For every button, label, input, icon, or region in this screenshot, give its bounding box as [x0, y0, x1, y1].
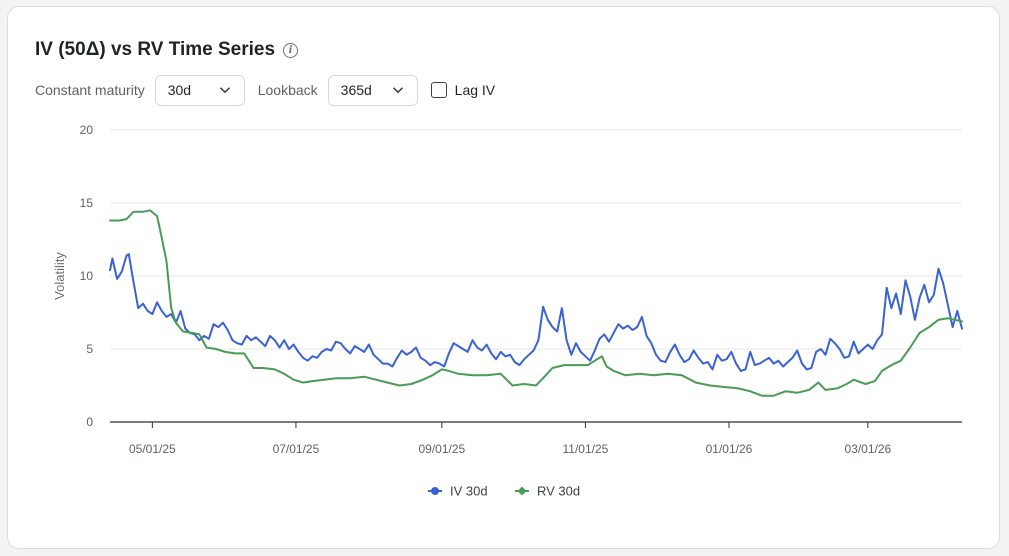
legend-label: RV 30d	[537, 484, 580, 499]
chart-card: IV (50Δ) vs RV Time Series i Constant ma…	[7, 6, 1000, 549]
lag-iv-checkbox[interactable]	[430, 82, 447, 98]
lag-iv-toggle[interactable]: Lag IV	[430, 82, 496, 98]
y-tick-label: 10	[80, 269, 94, 283]
x-tick-label: 07/01/25	[273, 442, 320, 456]
series-line-iv-30d	[109, 253, 963, 372]
legend-marker-diamond	[517, 486, 527, 496]
info-icon[interactable]: i	[283, 42, 299, 58]
title-row: IV (50Δ) vs RV Time Series i	[35, 39, 299, 61]
chart-title: IV (50Δ) vs RV Time Series	[35, 39, 276, 60]
lookback-select[interactable]: 365d	[327, 74, 418, 106]
x-tick-label: 11/01/25	[563, 442, 609, 456]
x-tick-label: 09/01/25	[418, 442, 465, 456]
chevron-down-icon	[219, 87, 230, 94]
x-tick-label: 01/01/26	[706, 442, 753, 456]
lag-iv-label: Lag IV	[454, 82, 496, 98]
y-tick-label: 5	[86, 342, 93, 356]
constant-maturity-value: 30d	[167, 82, 192, 98]
y-tick-label: 0	[86, 415, 93, 429]
lookback-label: Lookback	[257, 82, 318, 98]
chevron-down-icon	[392, 87, 403, 94]
series-line-rv-30d	[109, 209, 963, 397]
x-tick-label: 05/01/25	[129, 442, 176, 456]
y-axis-label: Volatility	[52, 252, 67, 300]
legend-marker-circle	[431, 487, 439, 495]
constant-maturity-label: Constant maturity	[35, 82, 145, 98]
y-tick-label: 20	[80, 123, 94, 137]
lookback-value: 365d	[340, 82, 372, 98]
controls-bar: Constant maturity 30d Lookback 365d Lag …	[35, 74, 495, 106]
legend-label: IV 30d	[450, 484, 488, 499]
constant-maturity-select[interactable]: 30d	[154, 74, 245, 106]
y-tick-label: 15	[80, 196, 94, 210]
x-tick-label: 03/01/26	[844, 442, 891, 456]
